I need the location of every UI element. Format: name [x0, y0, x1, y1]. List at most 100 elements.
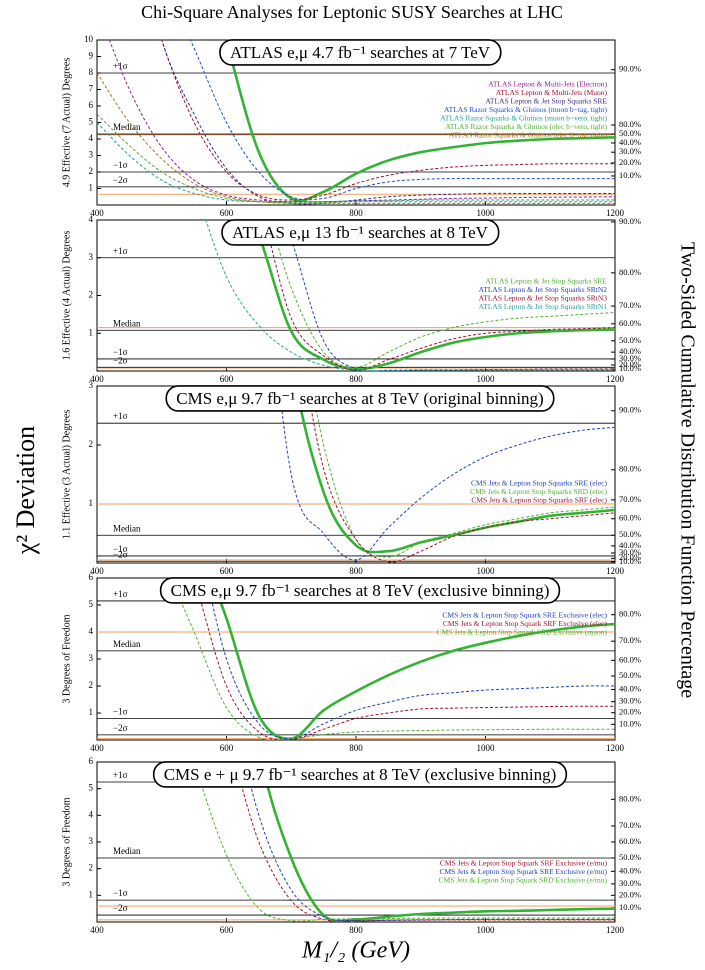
x-tick-label: 600	[220, 566, 234, 576]
search-curve	[161, 40, 615, 205]
legend-entry: CMS Jets & Lepton Stop Squarks SRF (elec…	[471, 496, 607, 505]
y2-tick-label: 20.0%	[619, 889, 641, 899]
y2-tick-label: 30.0%	[619, 146, 641, 156]
y2-tick-label: 70.0%	[619, 820, 641, 830]
y-tick-label: 2	[89, 863, 94, 873]
x-tick-label: 400	[90, 208, 104, 218]
combined-curve	[225, 40, 615, 203]
y2-tick-label: 80.0%	[619, 464, 641, 474]
search-curve	[193, 578, 615, 740]
y-tick-label: 9	[89, 51, 94, 61]
y-tick-label: 2	[89, 166, 94, 176]
y-tick-label: 1	[89, 889, 94, 899]
curves	[193, 762, 615, 922]
legend-entry: CMS Jets & Lepton Stop Squark SRF Exclus…	[440, 859, 608, 868]
y2-tick-label: 40.0%	[619, 683, 641, 693]
y-tick-label: 5	[89, 783, 94, 793]
search-curve	[170, 578, 615, 740]
y2-tick-label: 20.0%	[619, 359, 641, 369]
reference-label: −1σ	[113, 160, 128, 170]
y2-tick-label: 80.0%	[619, 267, 641, 277]
y-tick-label: 3	[89, 252, 94, 262]
y2-tick-label: 40.0%	[619, 137, 641, 147]
search-curve	[97, 113, 615, 204]
y-tick-label: 3	[89, 380, 94, 390]
y-tick-label: 2	[89, 439, 94, 449]
y-tick-label: 1	[89, 498, 94, 508]
y2-tick-label: 50.0%	[619, 852, 641, 862]
x-tick-label: 800	[349, 374, 363, 384]
panel-annotation: CMS e,μ 9.7 fb⁻¹ searches at 8 TeV (excl…	[171, 581, 550, 600]
combined-curve	[251, 220, 615, 371]
legend-entry: ATLAS Lepton & Jet Stop Squarks SRtN3	[479, 294, 608, 303]
combined-curve	[260, 762, 615, 922]
figure-title: Chi-Square Analyses for Leptonic SUSY Se…	[141, 2, 563, 22]
panel-y-label: 1.1 Effective (3 Actual) Degrees	[61, 410, 72, 540]
y2-tick-label: 30.0%	[619, 547, 641, 557]
x-tick-label: 800	[349, 208, 363, 218]
y-tick-label: 6	[89, 756, 94, 766]
y-tick-label: 4	[89, 214, 94, 224]
reference-label: +1σ	[113, 61, 128, 71]
y2-tick-label: 30.0%	[619, 696, 641, 706]
curves	[97, 40, 615, 205]
y-tick-label: 10	[84, 34, 94, 44]
y2-tick-label: 10.0%	[619, 170, 641, 180]
search-curve	[193, 762, 615, 922]
y2-tick-label: 90.0%	[619, 216, 641, 226]
y-tick-label: 6	[89, 100, 94, 110]
reference-label: Median	[113, 639, 141, 649]
legend-entry: CMS Jets & Lepton Stop Squark SRE Exclus…	[440, 867, 608, 876]
y-axis-title: χ² Deviation	[11, 426, 40, 555]
combined-curve	[209, 578, 615, 740]
y-tick-label: 7	[89, 84, 94, 94]
search-curve	[205, 220, 615, 371]
panel-y-label: 4.9 Effective (7 Actual) Degrees	[61, 58, 72, 188]
y2-tick-label: 60.0%	[619, 318, 641, 328]
panel-y-label: 3 Degrees of Freedom	[61, 797, 72, 886]
reference-label: −2σ	[113, 549, 128, 559]
search-curve	[270, 220, 615, 368]
y-tick-label: 3	[89, 150, 94, 160]
reference-label: Median	[113, 523, 141, 533]
search-curve	[263, 220, 615, 371]
panel-annotation: ATLAS e,μ 4.7 fb⁻¹ searches at 7 TeV	[230, 43, 491, 62]
y2-tick-label: 40.0%	[619, 865, 641, 875]
reference-label: −1σ	[113, 706, 128, 716]
x-tick-label: 1200	[606, 208, 625, 218]
y2-tick-label: 30.0%	[619, 878, 641, 888]
y-tick-label: 4	[89, 133, 94, 143]
panel-annotation: ATLAS e,μ 13 fb⁻¹ searches at 8 TeV	[232, 223, 489, 242]
search-curve	[161, 40, 615, 201]
x-tick-label: 800	[349, 566, 363, 576]
panel-y-label: 1.6 Effective (4 Actual) Degrees	[61, 231, 72, 361]
legend-entry: ATLAS Razor Squarks & Gluinos (elec b−ta…	[449, 131, 607, 140]
y-tick-label: 4	[89, 626, 94, 636]
y-tick-label: 3	[89, 836, 94, 846]
y2-tick-label: 70.0%	[619, 494, 641, 504]
y-tick-label: 3	[89, 653, 94, 663]
x-tick-label: 400	[90, 566, 104, 576]
legend-entry: ATLAS Lepton & Jet Stop Squarks SRE	[485, 277, 607, 286]
x-tick-label: 600	[220, 208, 234, 218]
reference-label: +1σ	[113, 411, 128, 421]
x-tick-label: 800	[349, 743, 363, 753]
y2-tick-label: 60.0%	[619, 513, 641, 523]
x-tick-label: 1200	[606, 743, 625, 753]
x-tick-label: 1200	[606, 374, 625, 384]
x-tick-label: 1000	[477, 925, 496, 935]
x-tick-label: 1200	[606, 925, 625, 935]
annotation-box	[219, 39, 502, 66]
panel-annotation: CMS e + μ 9.7 fb⁻¹ searches at 8 TeV (ex…	[164, 765, 557, 784]
legend-entry: ATLAS Lepton & Jet Stop Squarks SRE	[485, 97, 607, 106]
legend-entry: CMS Jets & Lepton Stop Squark SRF Exclus…	[443, 619, 608, 628]
y-tick-label: 6	[89, 572, 94, 582]
legend-entry: CMS Jets & Lepton Stop Squark SRD Exclus…	[439, 876, 608, 885]
legend-entry: CMS Jets & Lepton Stop Squark SRD Exclus…	[437, 628, 608, 637]
y2-tick-label: 20.0%	[619, 157, 641, 167]
legend-entry: CMS Jets & Lepton Stop Squark SRE Exclus…	[442, 611, 607, 620]
y2-tick-label: 60.0%	[619, 654, 641, 664]
reference-label: Median	[113, 846, 141, 856]
